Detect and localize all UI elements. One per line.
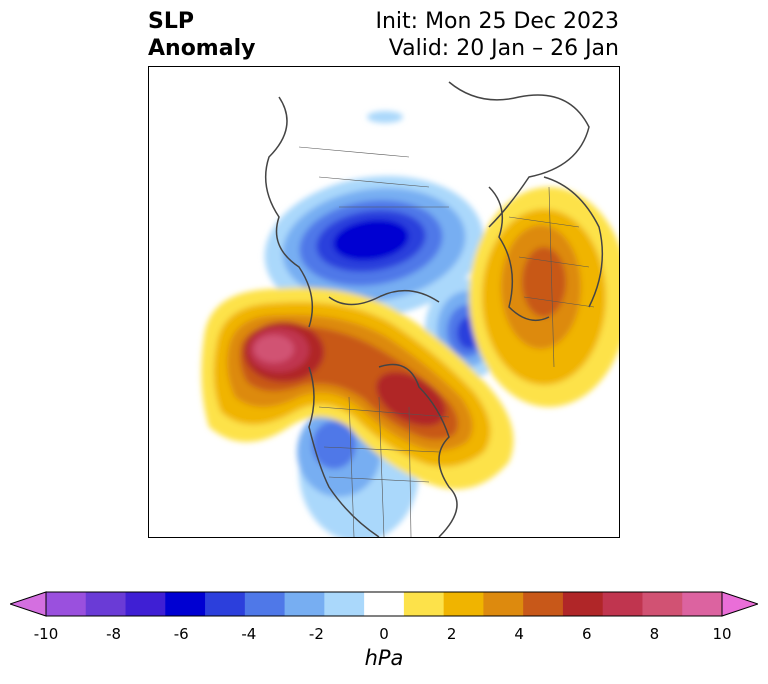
run-info: Init: Mon 25 Dec 2023 Valid: 20 Jan – 26… bbox=[376, 8, 620, 62]
colorbar-tick-label: 4 bbox=[514, 625, 524, 643]
anomaly-fill bbox=[201, 111, 619, 537]
colorbar-tick-label: 8 bbox=[649, 625, 660, 643]
colorbar-segment bbox=[85, 592, 127, 616]
colorbar-segment bbox=[523, 592, 564, 616]
colorbar-min-extension bbox=[10, 591, 47, 617]
colorbar-segment bbox=[642, 592, 683, 616]
colorbar-segment bbox=[125, 592, 166, 616]
colorbar-segment bbox=[443, 592, 484, 616]
init-date-label: Init: Mon 25 Dec 2023 bbox=[375, 9, 620, 34]
colorbar-segment bbox=[284, 592, 325, 616]
coastlines bbox=[264, 81, 604, 537]
valid-range-label: Valid: 20 Jan – 26 Jan bbox=[388, 36, 619, 61]
colorbar-tick-label: -2 bbox=[308, 625, 324, 643]
colorbar-tick-label: -4 bbox=[241, 625, 257, 643]
colorbar-tick-label: 6 bbox=[582, 625, 592, 643]
colorbar-segment bbox=[602, 592, 643, 616]
anomaly-map bbox=[201, 81, 619, 537]
colorbar-segment bbox=[205, 592, 246, 616]
colorbar-segment bbox=[324, 592, 365, 616]
colorbar-tick-label: 2 bbox=[446, 625, 457, 643]
colorbar-segment bbox=[682, 592, 723, 616]
colorbar-segment bbox=[364, 592, 405, 616]
map-title: SLP Anomaly bbox=[148, 8, 255, 62]
colorbar-tick-label: 10 bbox=[712, 625, 732, 643]
colorbar-units-label: hPa bbox=[364, 646, 404, 670]
colorbar-segment bbox=[483, 592, 524, 616]
colorbar-segment bbox=[165, 592, 206, 616]
colorbar-tick-label: -8 bbox=[106, 625, 122, 643]
colorbar-outline bbox=[45, 591, 723, 617]
title-line-1: SLP bbox=[148, 9, 194, 34]
colorbar bbox=[10, 591, 758, 617]
colorbar-tick-label: 0 bbox=[379, 625, 389, 643]
colorbar-segment bbox=[244, 592, 286, 616]
colorbar-segment bbox=[46, 592, 87, 616]
map-panel bbox=[148, 66, 620, 538]
colorbar-tick-label: -6 bbox=[173, 625, 189, 643]
colorbar-max-extension bbox=[721, 591, 758, 617]
colorbar-tick-label: -10 bbox=[33, 625, 59, 643]
borders bbox=[298, 146, 595, 537]
colorbar-segment bbox=[403, 592, 445, 616]
colorbar-segment bbox=[562, 592, 604, 616]
title-line-2: Anomaly bbox=[148, 36, 256, 61]
